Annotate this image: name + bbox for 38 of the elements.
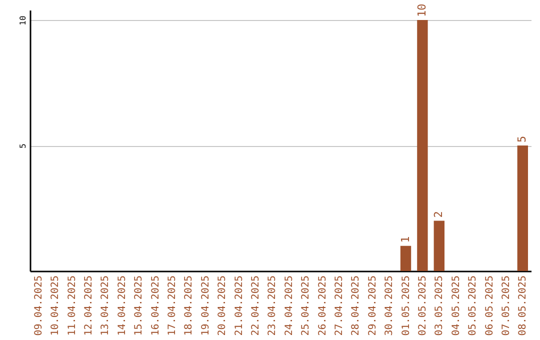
x-tick-label: 14.04.2025 xyxy=(116,276,128,336)
x-tick-label: 22.04.2025 xyxy=(250,276,262,336)
data-label: 1 xyxy=(398,236,412,243)
x-tick-label: 01.05.2025 xyxy=(400,276,412,336)
x-tick-label: 07.05.2025 xyxy=(500,276,512,336)
x-tick-label: 19.04.2025 xyxy=(200,276,212,336)
x-tick-label: 17.04.2025 xyxy=(166,276,178,336)
x-tick-label: 10.04.2025 xyxy=(50,276,62,336)
x-tick-label: 08.05.2025 xyxy=(518,276,529,336)
x-tick-label: 21.04.2025 xyxy=(234,276,245,336)
x-tick-label: 30.04.2025 xyxy=(384,276,396,336)
x-tick-label: 24.04.2025 xyxy=(284,276,295,336)
data-label: 5 xyxy=(516,136,529,143)
bar xyxy=(400,246,412,271)
x-tick-label: 26.04.2025 xyxy=(317,276,328,336)
bar xyxy=(517,146,528,271)
x-tick-label: 03.05.2025 xyxy=(434,276,446,336)
x-tick-label: 29.04.2025 xyxy=(367,276,378,336)
x-tick-label: 06.05.2025 xyxy=(484,276,496,336)
bar xyxy=(417,20,428,271)
data-label: 2 xyxy=(432,211,446,218)
x-tick-label: 11.04.2025 xyxy=(66,276,78,336)
x-tick-label: 12.04.2025 xyxy=(83,276,94,336)
x-tick-label: 20.04.2025 xyxy=(217,276,228,336)
x-tick-label: 23.04.2025 xyxy=(267,276,278,336)
x-tick-label: 13.04.2025 xyxy=(100,276,112,336)
x-tick-label: 09.04.2025 xyxy=(33,276,44,336)
bar xyxy=(434,220,444,271)
x-tick-label: 18.04.2025 xyxy=(184,276,195,336)
x-tick-label: 15.04.2025 xyxy=(134,276,145,336)
x-tick-label: 27.04.2025 xyxy=(334,276,345,336)
data-label: 10 xyxy=(415,4,428,18)
x-tick-label: 04.05.2025 xyxy=(450,276,462,336)
x-tick-label: 16.04.2025 xyxy=(150,276,162,336)
x-tick-label: 05.05.2025 xyxy=(468,276,479,336)
x-tick-label: 02.05.2025 xyxy=(417,276,428,336)
x-tick-label: 25.04.2025 xyxy=(300,276,312,336)
x-tick-label: 28.04.2025 xyxy=(350,276,362,336)
